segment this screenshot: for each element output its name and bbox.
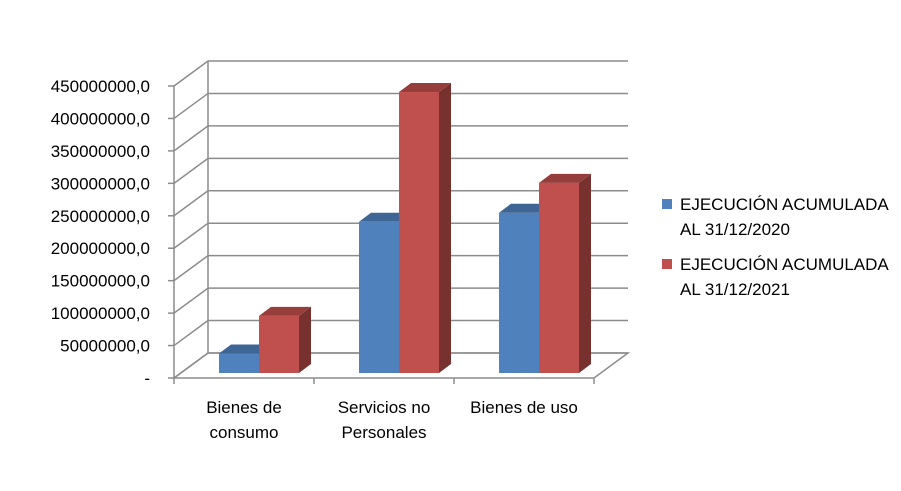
x-category-label: Bienes de	[206, 398, 282, 417]
bar-2021-2	[539, 173, 591, 373]
legend-swatch-2021	[662, 259, 672, 269]
x-category-label: Bienes de uso	[470, 398, 578, 417]
legend-label-2021-line2: AL 31/12/2021	[680, 280, 790, 299]
bar-top	[539, 173, 591, 183]
y-tick-label: 150000000,0	[51, 272, 150, 291]
y-tick-label: 100000000,0	[51, 304, 150, 323]
bar-front	[219, 353, 259, 373]
x-axis: Bienes de consumo Servicios no Personales Bi…	[173, 378, 595, 442]
bar-side	[579, 173, 591, 373]
y-tick-label: 450000000,0	[51, 77, 150, 96]
gridline	[173, 60, 628, 87]
x-category-label: Personales	[341, 423, 426, 442]
bar-2021-0	[259, 306, 311, 373]
x-category-label: consumo	[210, 423, 279, 442]
bar-top	[259, 306, 311, 316]
bars	[219, 83, 591, 373]
legend-item-2021: EJECUCIÓN ACUMULADA AL 31/12/2021	[662, 252, 897, 302]
legend-item-2020: EJECUCIÓN ACUMULADA AL 31/12/2020	[662, 192, 897, 242]
bar-2021-1	[399, 83, 451, 373]
bar-side	[439, 83, 451, 373]
legend-label-2020-line1: EJECUCIÓN ACUMULADA	[680, 195, 889, 214]
bar-front	[259, 315, 299, 373]
bar-top	[399, 83, 451, 93]
legend-label-2020-line2: AL 31/12/2020	[680, 220, 790, 239]
chart-grid	[171, 60, 631, 379]
y-tick-label: 200000000,0	[51, 239, 150, 258]
y-tick-label: 300000000,0	[51, 174, 150, 193]
y-tick-label: 350000000,0	[51, 142, 150, 161]
legend-swatch-2020	[662, 199, 672, 209]
y-tick-label: -	[144, 369, 150, 388]
bar-front	[499, 212, 539, 373]
x-category-label: Servicios no	[338, 398, 431, 417]
y-tick-label: 250000000,0	[51, 207, 150, 226]
y-tick-label: 50000000,0	[60, 337, 150, 356]
legend-label-2021-line1: EJECUCIÓN ACUMULADA	[680, 255, 889, 274]
legend: EJECUCIÓN ACUMULADA AL 31/12/2020 EJECUC…	[662, 192, 897, 312]
bar-top	[219, 344, 271, 354]
bar-side	[299, 306, 311, 373]
bar-front	[359, 221, 399, 373]
bar-front	[539, 182, 579, 373]
bar-front	[399, 92, 439, 373]
y-tick-label: 400000000,0	[51, 109, 150, 128]
y-axis: - 50000000,0 100000000,0 150000000,0 2000000…	[51, 77, 174, 388]
bar-top	[359, 212, 411, 222]
bar-top	[499, 203, 551, 213]
